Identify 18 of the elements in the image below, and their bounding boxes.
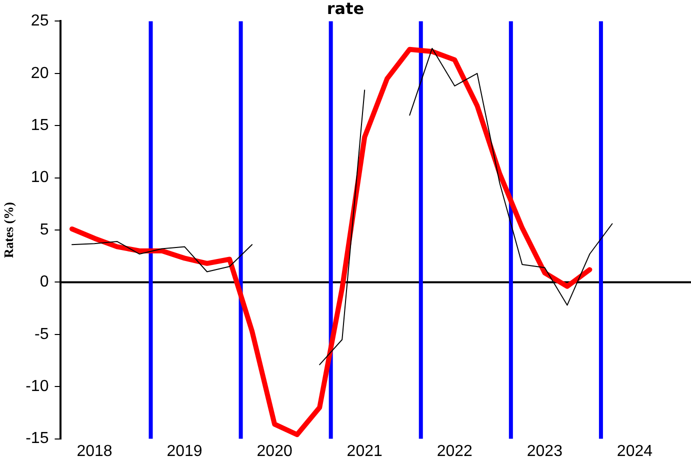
x-tick-label: 2021: [346, 442, 383, 460]
y-tick-label: -10: [26, 378, 49, 396]
y-tick-label: 25: [30, 12, 49, 30]
x-tick-label: 2022: [436, 442, 473, 460]
y-tick-label: 5: [40, 221, 49, 238]
y-tick-label: -5: [34, 326, 49, 343]
y-tick-label: 10: [30, 169, 49, 186]
y-tick-label: -15: [26, 430, 49, 448]
x-tick-label: 2020: [256, 442, 292, 460]
y-axis-title: Rates (%): [1, 202, 16, 258]
x-tick-label: 2023: [526, 442, 563, 460]
chart-title: rate: [326, 0, 364, 18]
y-tick-label: 15: [30, 117, 49, 134]
x-tick-label: 2024: [616, 442, 653, 460]
y-tick-label: 20: [30, 64, 49, 82]
y-tick-label: 0: [40, 274, 49, 291]
x-tick-label: 2019: [166, 442, 202, 460]
x-tick-label: 2018: [76, 442, 112, 460]
